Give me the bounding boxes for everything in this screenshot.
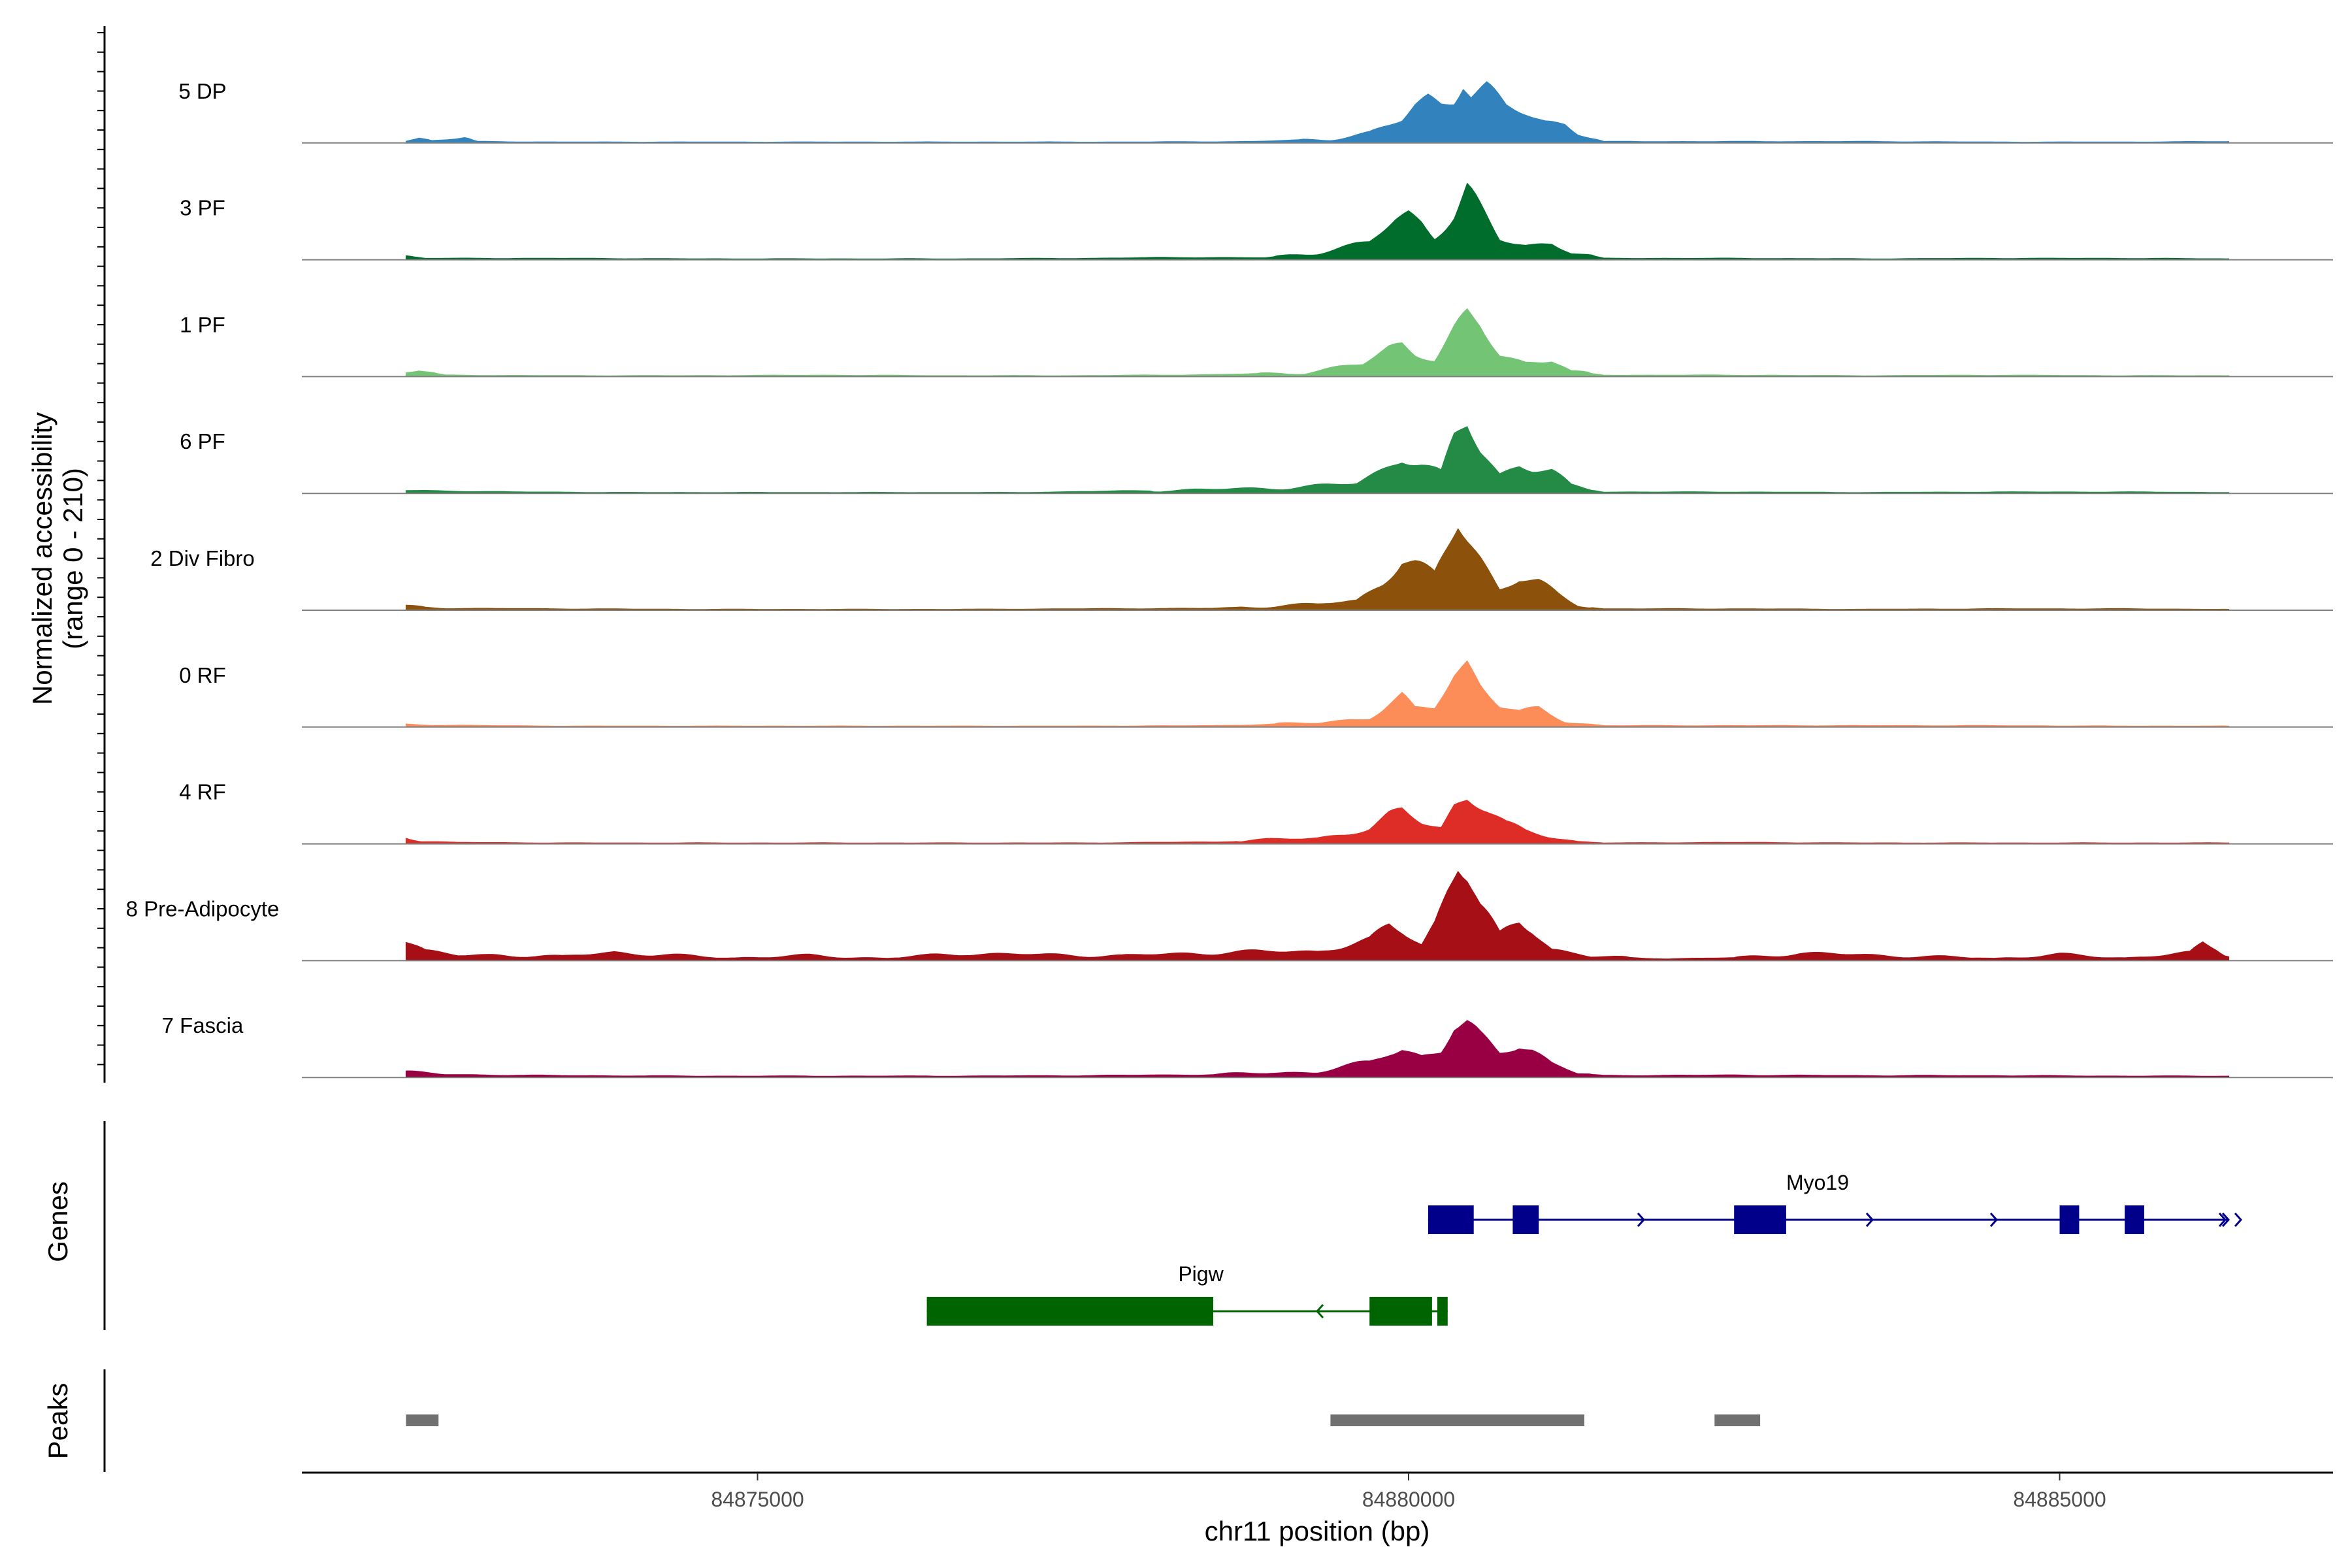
y-axis-title: Normalized accessibility bbox=[27, 412, 57, 705]
strand-arrow bbox=[1637, 1212, 1646, 1228]
strand-arrow bbox=[2221, 1212, 2230, 1228]
track-label: 6 PF bbox=[180, 429, 225, 453]
gene-name-label: Myo19 bbox=[1786, 1171, 1849, 1194]
track-8-pre-adipocyte: 8 Pre-Adipocyte bbox=[126, 870, 2333, 962]
coverage-area bbox=[405, 870, 2230, 961]
accessibility-y-axis bbox=[97, 26, 106, 1083]
track-6-pf: 6 PF bbox=[180, 426, 2333, 495]
track-4-rf: 4 RF bbox=[179, 780, 2333, 845]
peak-region bbox=[406, 1414, 439, 1426]
track-label: 7 Fascia bbox=[162, 1013, 244, 1037]
gene-name-label: Pigw bbox=[1178, 1262, 1224, 1286]
track-1-pf: 1 PF bbox=[180, 308, 2333, 378]
coverage-area bbox=[405, 81, 2230, 144]
track-7-fascia: 7 Fascia bbox=[162, 1013, 2333, 1079]
gene-exon bbox=[2059, 1205, 2080, 1234]
coverage-area bbox=[405, 1020, 2230, 1078]
gene-exon bbox=[2125, 1205, 2144, 1234]
coverage-area bbox=[405, 182, 2230, 261]
genes-track: Genes Myo19 Pigw bbox=[42, 1121, 2243, 1330]
gene-myo19: Myo19 bbox=[1428, 1171, 2243, 1234]
peaks-track-label: Peaks bbox=[42, 1383, 73, 1460]
peak-region bbox=[1330, 1414, 1584, 1426]
track-2-div-fibro: 2 Div Fibro bbox=[150, 528, 2333, 611]
track-3-pf: 3 PF bbox=[180, 182, 2333, 261]
x-tick-label: 84880000 bbox=[1362, 1488, 1455, 1511]
peak-region bbox=[1714, 1414, 1761, 1426]
strand-arrow bbox=[1989, 1212, 1999, 1228]
gene-exon bbox=[1734, 1205, 1786, 1234]
y-axis-title-range: (range 0 - 210) bbox=[57, 468, 88, 649]
peaks-track: Peaks bbox=[42, 1369, 1761, 1472]
coverage-area bbox=[405, 528, 2230, 611]
track-label: 2 Div Fibro bbox=[150, 546, 255, 570]
x-tick-label: 84875000 bbox=[711, 1488, 804, 1511]
coverage-area bbox=[405, 800, 2230, 845]
gene-exon bbox=[1437, 1297, 1448, 1326]
strand-arrow bbox=[2218, 1212, 2227, 1228]
track-5-dp: 5 DP bbox=[178, 79, 2333, 144]
coverage-area bbox=[405, 660, 2230, 728]
gene-exon bbox=[1428, 1205, 1474, 1234]
gene-exon bbox=[1369, 1297, 1432, 1326]
coverage-area bbox=[405, 308, 2230, 377]
x-axis: 84875000 84880000 84885000 bbox=[302, 1471, 2333, 1511]
strand-arrow bbox=[1865, 1212, 1874, 1228]
strand-arrow bbox=[2234, 1212, 2243, 1228]
track-label: 8 Pre-Adipocyte bbox=[126, 896, 280, 921]
gene-exon bbox=[1512, 1205, 1539, 1234]
gene-pigw: Pigw bbox=[926, 1262, 1448, 1326]
genes-track-label: Genes bbox=[42, 1181, 73, 1262]
strand-arrow bbox=[1315, 1303, 1324, 1319]
track-label: 5 DP bbox=[178, 79, 226, 103]
track-0-rf: 0 RF bbox=[179, 660, 2333, 728]
track-label: 3 PF bbox=[180, 196, 225, 220]
coverage-area bbox=[405, 426, 2230, 494]
coverage-tracks: 5 DP 3 PF 1 PF 6 PF 2 Div Fibro 0 RF 4 RF 8 Pre… bbox=[126, 79, 2333, 1079]
x-axis-title: chr11 position (bp) bbox=[1205, 1516, 1430, 1546]
track-label: 1 PF bbox=[180, 312, 225, 336]
x-tick-label: 84885000 bbox=[2013, 1488, 2106, 1511]
track-label: 4 RF bbox=[179, 780, 226, 804]
track-label: 0 RF bbox=[179, 663, 226, 687]
gene-exon bbox=[926, 1297, 1213, 1326]
